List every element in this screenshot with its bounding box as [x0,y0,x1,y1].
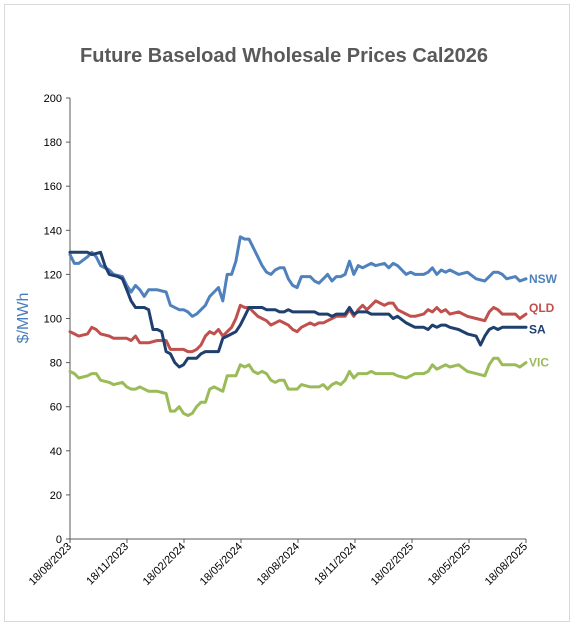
x-ticks: 18/08/2023 18/11/2023 18/02/2024 18/05/2024… [27,539,530,588]
y-tick-label: 100 [44,314,62,326]
series-line-vic [68,356,528,417]
x-tick-label: 18/02/2025 [369,541,416,588]
series-group: NSW QLD SA VIC [68,235,558,417]
chart-frame [4,4,570,622]
y-tick-label: 60 [50,402,62,414]
x-tick-label: 18/05/2024 [198,541,245,588]
series-label-sa: SA [529,322,546,336]
x-tick-label: 18/11/2024 [312,541,359,588]
series-line-qld [68,299,528,354]
y-tick-label: 200 [44,93,62,105]
x-tick-label: 18/05/2025 [426,541,473,588]
y-ticks: 0 20 40 60 80 100 120 140 160 180 200 [44,93,70,546]
y-tick-label: 160 [44,181,62,193]
series-label-nsw: NSW [529,272,558,286]
x-tick-label: 18/11/2023 [84,541,131,588]
chart-title: Future Baseload Wholesale Prices Cal2026 [80,45,488,67]
y-tick-label: 140 [44,225,62,237]
x-tick-label: 18/08/2025 [483,541,530,588]
x-tick-label: 18/02/2024 [141,541,188,588]
y-tick-label: 40 [50,446,62,458]
y-tick-label: 20 [50,490,62,502]
x-tick-label: 18/08/2023 [27,541,74,588]
y-tick-label: 0 [56,534,62,546]
series-label-qld: QLD [529,301,555,315]
y-tick-label: 120 [44,269,62,281]
y-tick-label: 180 [44,137,62,149]
y-axis-label: $/MWh [15,293,32,344]
y-tick-label: 80 [50,358,62,370]
series-label-vic: VIC [529,356,549,370]
series-line-nsw [68,235,528,318]
x-tick-label: 18/08/2024 [255,541,302,588]
series-line-sa [68,250,528,369]
